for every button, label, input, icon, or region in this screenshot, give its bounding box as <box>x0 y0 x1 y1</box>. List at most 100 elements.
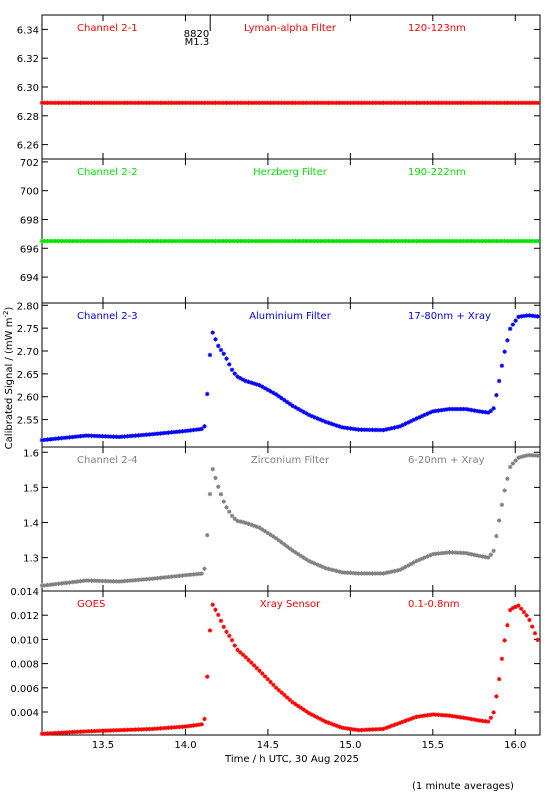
data-point <box>499 238 505 244</box>
data-point <box>166 238 171 244</box>
data-point <box>518 100 524 106</box>
data-point <box>67 100 72 106</box>
data-point <box>337 424 342 429</box>
data-point <box>235 374 240 379</box>
data-point <box>469 716 474 722</box>
data-point <box>216 343 221 349</box>
data-point <box>147 576 152 582</box>
data-point <box>133 100 138 106</box>
data-point <box>152 100 158 106</box>
channel-label: Channel 2-2 <box>77 167 138 178</box>
data-point <box>312 238 317 244</box>
x-tick-label: 16.0 <box>504 740 526 751</box>
data-point <box>205 532 210 538</box>
data-point <box>331 568 337 573</box>
data-point <box>144 100 149 106</box>
data-point <box>158 726 163 731</box>
data-point <box>271 238 276 244</box>
data-point <box>513 604 518 609</box>
data-point <box>496 238 502 244</box>
y-tick-label: 698 <box>20 215 39 226</box>
x-tick-label: 15.0 <box>339 740 361 751</box>
data-point <box>122 727 127 733</box>
data-point <box>276 538 282 543</box>
data-point <box>535 637 540 643</box>
data-point <box>282 397 287 403</box>
data-point <box>494 238 499 244</box>
data-point <box>461 406 466 412</box>
data-point <box>328 238 334 244</box>
data-point <box>144 432 149 437</box>
data-point <box>141 238 147 244</box>
data-point <box>108 579 114 584</box>
data-point <box>205 674 210 679</box>
data-point <box>114 579 119 584</box>
y-tick-label: 6.28 <box>17 112 39 123</box>
data-point <box>183 238 188 244</box>
data-point <box>262 238 268 244</box>
data-point <box>406 717 411 723</box>
data-point <box>293 550 298 555</box>
data-point <box>273 536 279 541</box>
data-point <box>455 100 461 106</box>
data-point <box>532 100 538 106</box>
data-point <box>238 100 243 106</box>
data-point <box>268 238 273 244</box>
data-point <box>395 721 400 727</box>
data-point <box>284 695 290 700</box>
data-point <box>334 568 339 574</box>
data-point <box>483 238 488 244</box>
data-point <box>477 409 483 414</box>
data-point <box>400 238 405 244</box>
data-point <box>315 100 320 106</box>
data-point <box>339 238 345 244</box>
data-point <box>298 238 304 244</box>
data-point <box>433 408 438 414</box>
data-point <box>461 550 466 556</box>
data-point <box>488 100 494 106</box>
data-point <box>345 726 350 731</box>
data-point <box>177 100 182 106</box>
data-point <box>111 238 116 244</box>
y-tick-label: 696 <box>20 244 39 255</box>
band-label: 0.1-0.8nm <box>408 599 460 610</box>
panel-frame <box>41 14 541 160</box>
data-point <box>213 238 218 244</box>
data-point <box>282 692 287 698</box>
data-point <box>116 238 122 244</box>
data-point <box>265 530 271 536</box>
data-point <box>273 238 279 244</box>
data-point <box>100 434 105 439</box>
data-point <box>279 395 284 401</box>
data-point <box>298 408 304 413</box>
data-point <box>196 100 202 106</box>
data-point <box>447 238 452 244</box>
data-point <box>320 418 326 423</box>
data-point <box>78 238 83 244</box>
data-point <box>350 238 356 244</box>
data-point <box>158 238 163 244</box>
data-point <box>323 565 328 571</box>
data-point <box>455 238 461 244</box>
data-point <box>86 433 92 438</box>
data-point <box>224 629 229 635</box>
data-point <box>513 100 518 106</box>
data-point <box>392 238 397 244</box>
data-point <box>290 548 295 553</box>
data-point <box>169 574 174 579</box>
data-point <box>458 406 463 412</box>
data-point <box>81 100 86 106</box>
data-point <box>293 100 298 106</box>
data-point <box>480 100 485 106</box>
data-point <box>111 434 116 439</box>
data-point <box>417 238 422 244</box>
data-point <box>309 238 315 244</box>
data-point <box>441 100 447 106</box>
data-point <box>521 454 527 459</box>
data-point <box>425 713 430 718</box>
data-point <box>86 729 92 734</box>
data-point <box>472 408 477 413</box>
data-point <box>254 665 259 671</box>
data-point <box>94 238 100 244</box>
data-point <box>238 650 243 655</box>
